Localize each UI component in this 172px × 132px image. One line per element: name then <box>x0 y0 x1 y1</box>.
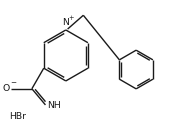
Text: HBr: HBr <box>9 112 26 121</box>
Text: O: O <box>2 84 9 93</box>
Text: +: + <box>68 15 74 21</box>
Text: N: N <box>62 18 69 27</box>
Text: NH: NH <box>47 101 61 110</box>
Text: −: − <box>10 81 17 86</box>
